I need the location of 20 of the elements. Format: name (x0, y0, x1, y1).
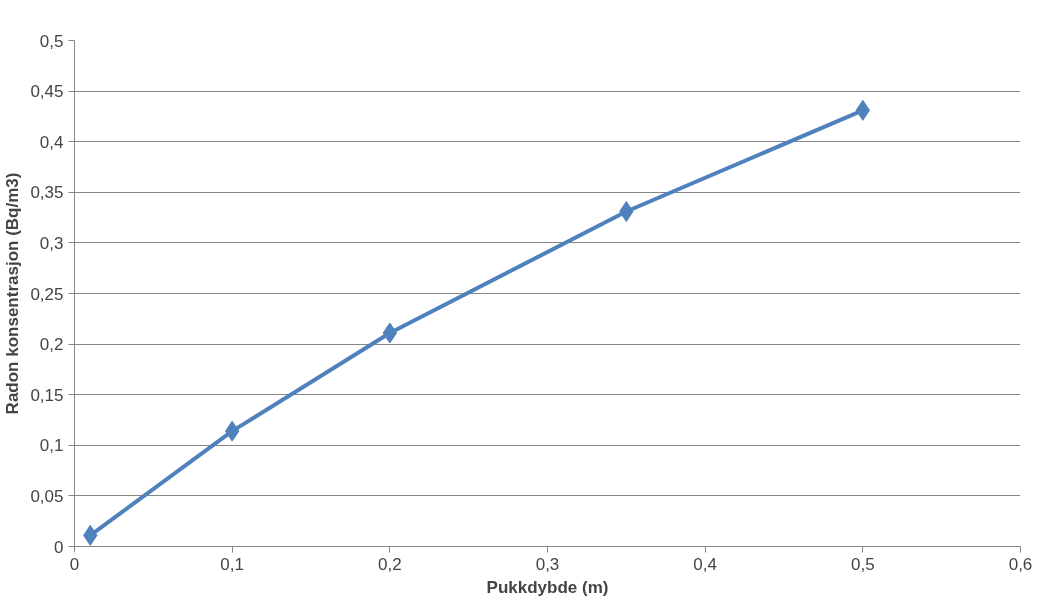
x-tick-label: 0,2 (378, 554, 402, 574)
y-tick-label: 0,45 (30, 82, 64, 102)
y-tick-label: 0,35 (30, 183, 64, 203)
x-tick-label: 0,5 (851, 554, 875, 574)
y-tick-label: 0,1 (39, 436, 64, 456)
y-tick-label: 0 (54, 537, 64, 557)
y-tick-label: 0,5 (39, 31, 64, 51)
y-tick-label: 0,4 (39, 132, 64, 152)
x-tick-label: 0,4 (693, 554, 717, 574)
x-tick-label: 0,3 (535, 554, 560, 574)
x-tick-label: 0 (69, 554, 80, 574)
x-tick-label: 0,1 (220, 554, 244, 574)
x-tick-label: 0,6 (1008, 554, 1033, 574)
y-tick-label: 0,25 (30, 284, 64, 304)
y-tick-label: 0,05 (30, 486, 64, 506)
y-tick-label: 0,15 (30, 385, 64, 405)
y-tick-label: 0,3 (39, 233, 64, 253)
y-axis-title: Radon konsentrasjon (Bq/m3) (3, 172, 23, 415)
x-axis-title: Pukkdybde (m) (486, 577, 609, 597)
y-tick-label: 0,2 (39, 335, 64, 355)
